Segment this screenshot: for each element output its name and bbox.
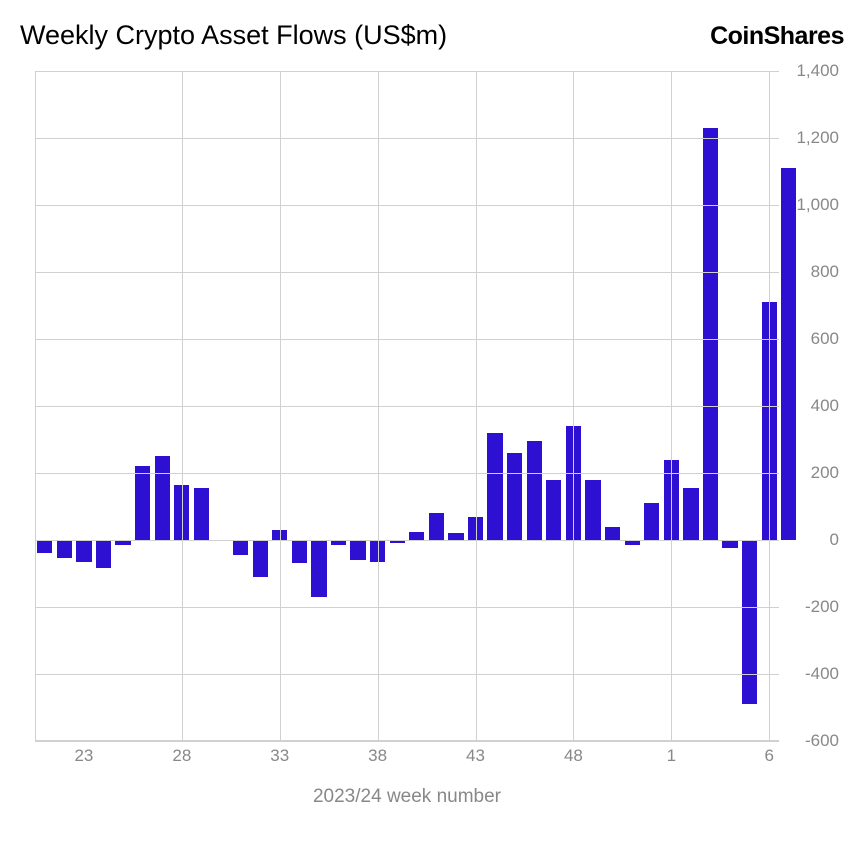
y-tick-label: -400 (805, 664, 839, 684)
bar (683, 488, 698, 540)
bar (311, 540, 326, 597)
gridline-h (35, 339, 779, 340)
bar (194, 488, 209, 540)
gridline-v (476, 71, 477, 741)
gridline-h (35, 205, 779, 206)
chart-area: -600 -400 -200 0 200 400 600 800 1,000 1,200 1,400… (20, 61, 844, 811)
chart-container: Weekly Crypto Asset Flows (US$m) CoinSha… (0, 0, 859, 863)
gridline-v (280, 71, 281, 741)
gridline-v (182, 71, 183, 741)
bar (37, 540, 52, 553)
y-tick-label: 1,000 (796, 195, 839, 215)
y-tick-label: 0 (830, 530, 839, 550)
gridline-v (671, 71, 672, 741)
bar (350, 540, 365, 560)
plot-area (35, 71, 779, 741)
bar (57, 540, 72, 558)
gridline-h (35, 138, 779, 139)
y-tick-label: 600 (811, 329, 839, 349)
bar (233, 540, 248, 555)
bar (644, 503, 659, 540)
bar (546, 480, 561, 540)
bar (135, 466, 150, 540)
brand-label: CoinShares (710, 22, 844, 51)
bar (429, 513, 444, 540)
bar (253, 540, 268, 577)
bar (507, 453, 522, 540)
gridline-v (573, 71, 574, 741)
bar (703, 128, 718, 540)
header: Weekly Crypto Asset Flows (US$m) CoinSha… (20, 20, 844, 51)
x-tick-label: 33 (270, 746, 289, 766)
x-tick-label: 48 (564, 746, 583, 766)
y-tick-label: 1,200 (796, 128, 839, 148)
bar (448, 533, 463, 540)
x-axis-title: 2023/24 week number (35, 786, 779, 808)
gridline-h (35, 473, 779, 474)
bar (76, 540, 91, 562)
gridline-v (378, 71, 379, 741)
x-tick-label: 1 (667, 746, 676, 766)
gridline-h (35, 406, 779, 407)
x-tick-label: 23 (74, 746, 93, 766)
x-tick-label: 43 (466, 746, 485, 766)
bar (409, 532, 424, 540)
x-tick-label: 28 (172, 746, 191, 766)
y-tick-label: 800 (811, 262, 839, 282)
y-tick-label: -200 (805, 597, 839, 617)
y-tick-label: 400 (811, 396, 839, 416)
y-axis-labels: -600-400-20002004006008001,0001,2001,400 (784, 71, 844, 741)
gridline-h (35, 272, 779, 273)
x-tick-label: 38 (368, 746, 387, 766)
bar (487, 433, 502, 540)
gridline-h (35, 607, 779, 608)
bar (155, 456, 170, 540)
bar (527, 441, 542, 540)
bar (605, 527, 620, 540)
y-tick-label: -600 (805, 731, 839, 751)
x-axis-labels: 23 28 33 38 43 48 1 6 (35, 746, 779, 776)
y-tick-label: 1,400 (796, 61, 839, 81)
bar (585, 480, 600, 540)
bar (292, 540, 307, 563)
y-tick-label: 200 (811, 463, 839, 483)
gridline-h (35, 71, 779, 72)
bar (722, 540, 737, 548)
bar (742, 540, 757, 704)
bar (96, 540, 111, 568)
x-tick-label: 6 (764, 746, 773, 766)
gridline-h (35, 741, 779, 742)
gridline-h (35, 674, 779, 675)
chart-title: Weekly Crypto Asset Flows (US$m) (20, 20, 447, 51)
gridline-v (769, 71, 770, 741)
gridline-h (35, 540, 779, 541)
